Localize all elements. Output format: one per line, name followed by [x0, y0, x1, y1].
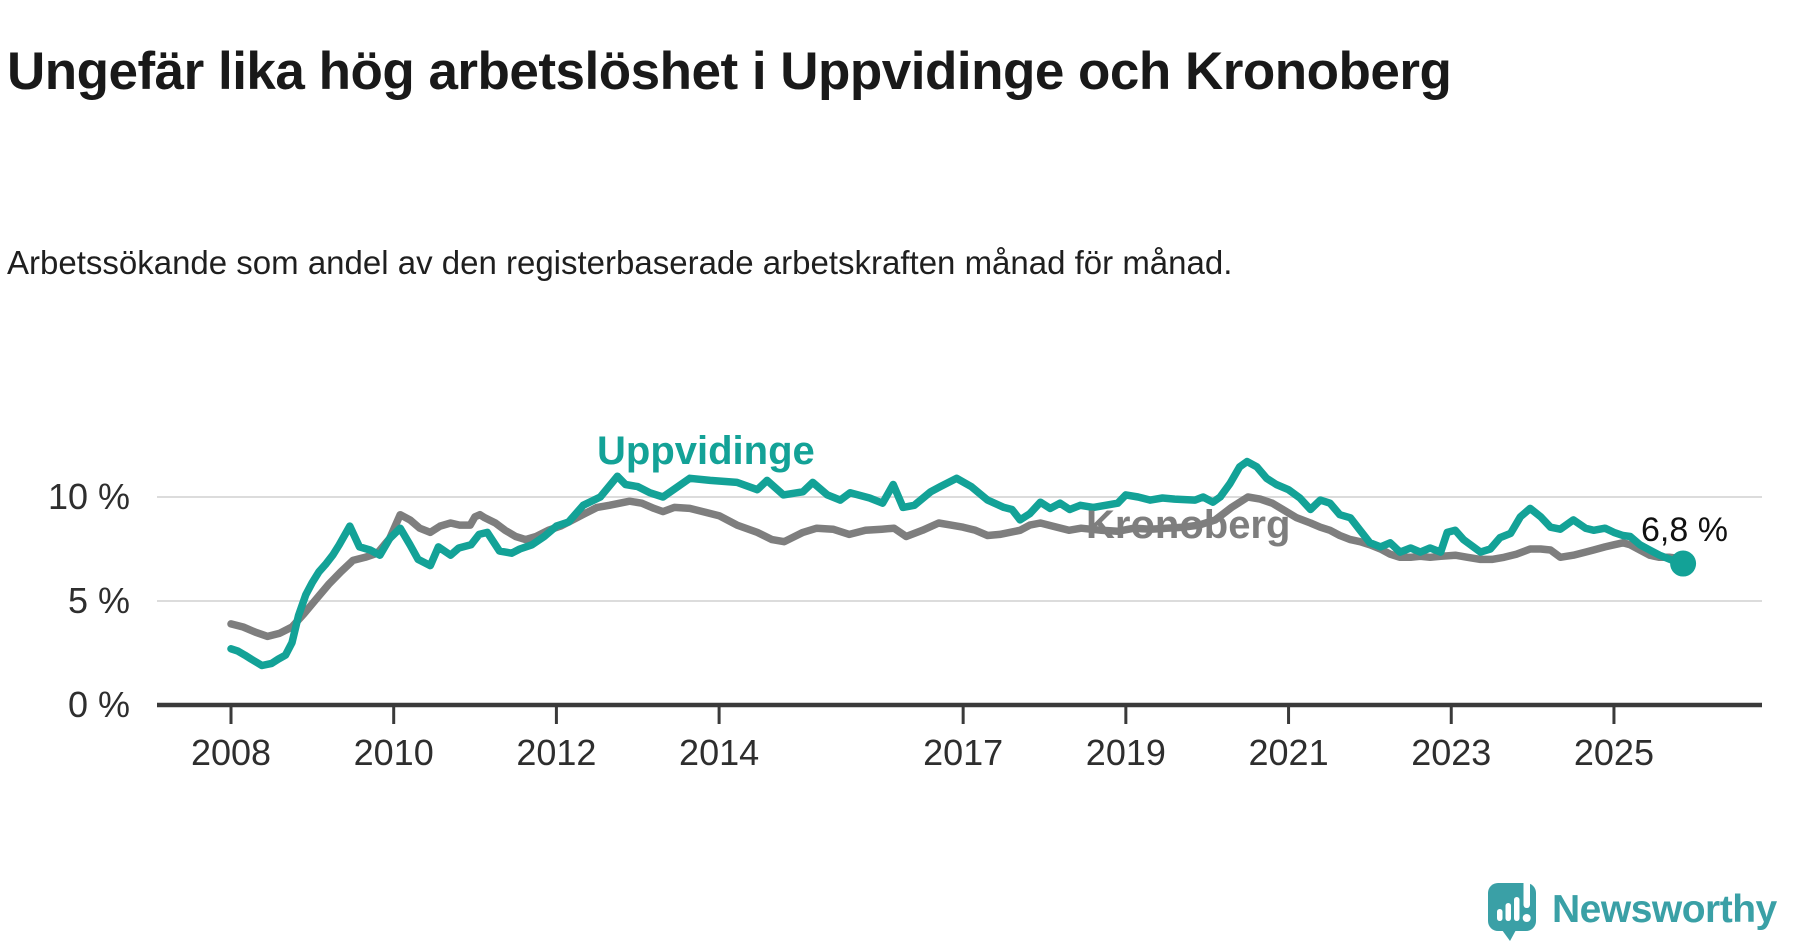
- x-tick-label: 2014: [679, 732, 760, 773]
- newsworthy-logo-icon: [1488, 878, 1536, 941]
- newsworthy-logo: Newsworthy: [1486, 877, 1777, 942]
- x-tick-label: 2023: [1411, 732, 1492, 773]
- x-tick-label: 2010: [353, 732, 434, 773]
- y-tick-label: 10 %: [47, 476, 130, 517]
- chart-title: Ungefär lika hög arbetslöshet i Uppvidin…: [7, 41, 1452, 101]
- x-tick-label: 2012: [516, 732, 597, 773]
- y-tick-label: 0 %: [67, 684, 130, 725]
- chart-subtitle: Arbetssökande som andel av den registerb…: [7, 244, 1233, 281]
- x-tick-label: 2008: [190, 732, 272, 773]
- series-label-uppvidinge: Uppvidinge: [597, 429, 815, 473]
- end-value-label: 6,8 %: [1641, 511, 1728, 549]
- x-tick-label: 2021: [1248, 732, 1329, 773]
- y-tick-label: 5 %: [67, 580, 130, 621]
- x-tick-label: 2025: [1573, 732, 1654, 773]
- series-label-kronoberg: Kronoberg: [1086, 503, 1291, 547]
- newsworthy-logo-text: Newsworthy: [1552, 887, 1777, 931]
- x-tick-label: 2019: [1085, 732, 1166, 773]
- x-tick-label: 2017: [923, 732, 1004, 773]
